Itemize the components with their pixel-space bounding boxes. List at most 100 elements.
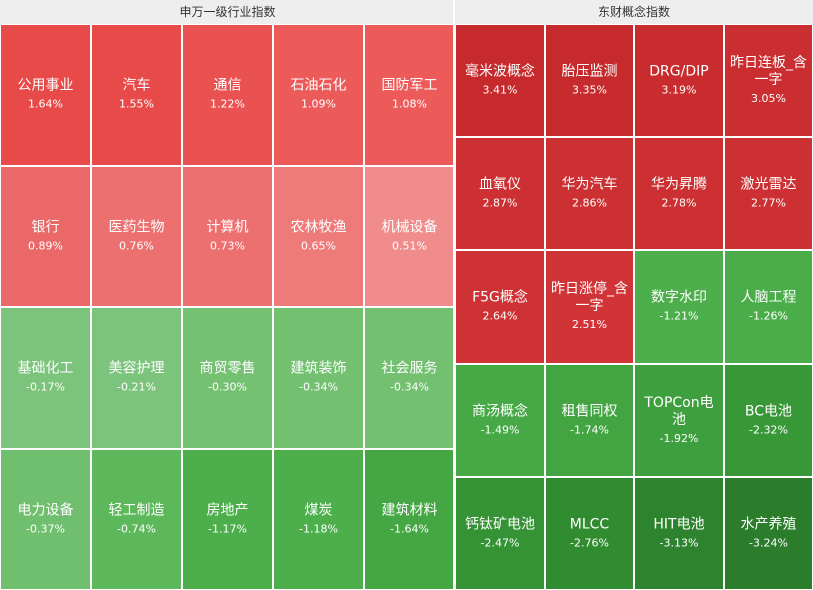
industry-tile-label: 公用事业 1.64% bbox=[1, 78, 90, 113]
industry-tile-label: 电力设备 -0.37% bbox=[1, 502, 90, 537]
concept-tile[interactable]: 昨日涨停_含一字 2.51% bbox=[545, 250, 634, 364]
industry-tile[interactable]: 美容护理 -0.21% bbox=[91, 307, 182, 449]
concept-tile-name: 昨日涨停_含一字 bbox=[551, 281, 628, 314]
concept-tile-name: HIT电池 bbox=[653, 516, 705, 532]
industry-tile-change: 1.08% bbox=[392, 97, 427, 111]
industry-tile-label: 通信 1.22% bbox=[183, 78, 272, 113]
industry-tile[interactable]: 社会服务 -0.34% bbox=[364, 307, 455, 449]
industry-tile[interactable]: 石油石化 1.09% bbox=[273, 24, 364, 166]
industry-tile-label: 房地产 -1.17% bbox=[183, 502, 272, 537]
concept-tile-change: 2.64% bbox=[482, 309, 518, 323]
industry-tile-change: -0.74% bbox=[117, 522, 156, 535]
industry-tile[interactable]: 银行 0.89% bbox=[0, 166, 91, 307]
industry-tile[interactable]: 计算机 0.73% bbox=[182, 166, 273, 307]
concept-tile-name: 毫米波概念 bbox=[465, 63, 535, 79]
concept-tile[interactable]: 昨日连板_含一字 3.05% bbox=[724, 24, 813, 137]
concept-tile-change: 2.87% bbox=[482, 196, 518, 209]
industry-tile-label: 石油石化 1.09% bbox=[274, 78, 363, 113]
industry-tile-change: 1.09% bbox=[301, 97, 336, 111]
industry-tile[interactable]: 公用事业 1.64% bbox=[0, 24, 91, 166]
concept-tile[interactable]: 商汤概念 -1.49% bbox=[455, 364, 545, 477]
concept-tile-name: 血氧仪 bbox=[479, 176, 521, 192]
concept-tile-name: 华为汽车 bbox=[561, 176, 618, 192]
concept-tile-label: HIT电池 -3.13% bbox=[635, 516, 723, 551]
industry-tile-label: 汽车 1.55% bbox=[92, 78, 181, 113]
industry-tile[interactable]: 国防军工 1.08% bbox=[364, 24, 455, 166]
concept-tile-label: 胎压监测 3.35% bbox=[546, 63, 633, 98]
concept-tile[interactable]: 租售同权 -1.74% bbox=[545, 364, 634, 477]
concept-tile[interactable]: 数字水印 -1.21% bbox=[634, 250, 724, 364]
industry-tile[interactable]: 建筑装饰 -0.34% bbox=[273, 307, 364, 449]
industry-tile-label: 机械设备 0.51% bbox=[365, 219, 454, 254]
industry-tile-change: -1.17% bbox=[208, 522, 247, 535]
concept-tile[interactable]: F5G概念 2.64% bbox=[455, 250, 545, 364]
industry-tile[interactable]: 汽车 1.55% bbox=[91, 24, 182, 166]
industry-tile-name: 农林牧渔 bbox=[290, 219, 347, 235]
concept-tile[interactable]: 水产养殖 -3.24% bbox=[724, 477, 813, 590]
concept-tile-name: 昨日连板_含一字 bbox=[730, 54, 807, 88]
industry-tile[interactable]: 电力设备 -0.37% bbox=[0, 449, 91, 590]
concept-tile[interactable]: 华为汽车 2.86% bbox=[545, 137, 634, 250]
concept-tile-name: F5G概念 bbox=[472, 289, 528, 306]
concept-tile-name: DRG/DIP bbox=[649, 63, 709, 79]
concept-tile[interactable]: HIT电池 -3.13% bbox=[634, 477, 724, 590]
concept-tile-label: 华为汽车 2.86% bbox=[546, 176, 633, 211]
industry-tile-label: 商贸零售 -0.30% bbox=[183, 361, 272, 396]
concept-tile[interactable]: 血氧仪 2.87% bbox=[455, 137, 545, 250]
concept-tile-label: MLCC -2.76% bbox=[546, 516, 633, 551]
industry-tile[interactable]: 医药生物 0.76% bbox=[91, 166, 182, 307]
concept-tile-name: 数字水印 bbox=[651, 289, 707, 306]
concept-tile[interactable]: MLCC -2.76% bbox=[545, 477, 634, 590]
concept-tile-name: 商汤概念 bbox=[472, 403, 528, 419]
concept-tile-change: 2.86% bbox=[572, 196, 607, 209]
concept-tile-name: 水产养殖 bbox=[740, 516, 797, 532]
industry-tile[interactable]: 通信 1.22% bbox=[182, 24, 273, 166]
concept-tile-label: 数字水印 -1.21% bbox=[635, 290, 723, 325]
industry-tile-label: 建筑装饰 -0.34% bbox=[274, 361, 363, 396]
industry-tile-name: 建筑装饰 bbox=[290, 360, 347, 377]
industry-tile-change: 1.64% bbox=[28, 97, 63, 111]
industry-tile-change: -0.30% bbox=[208, 380, 247, 394]
concept-tile-change: 3.35% bbox=[572, 83, 607, 96]
industry-tile[interactable]: 轻工制造 -0.74% bbox=[91, 449, 182, 590]
industry-tile-label: 医药生物 0.76% bbox=[92, 219, 181, 254]
industry-tile-change: -0.37% bbox=[26, 522, 65, 535]
industry-tile-name: 社会服务 bbox=[381, 360, 438, 377]
concept-tile-change: 3.41% bbox=[482, 83, 518, 96]
industry-tile[interactable]: 商贸零售 -0.30% bbox=[182, 307, 273, 449]
industry-tile[interactable]: 农林牧渔 0.65% bbox=[273, 166, 364, 307]
concept-tile[interactable]: 毫米波概念 3.41% bbox=[455, 24, 545, 137]
concept-tile-label: 激光雷达 2.77% bbox=[725, 176, 812, 211]
concept-tile[interactable]: 胎压监测 3.35% bbox=[545, 24, 634, 137]
concept-tile-change: 2.78% bbox=[661, 196, 697, 209]
concept-tile[interactable]: 钙钛矿电池 -2.47% bbox=[455, 477, 545, 590]
industry-tile[interactable]: 机械设备 0.51% bbox=[364, 166, 455, 307]
industry-tile[interactable]: 煤炭 -1.18% bbox=[273, 449, 364, 590]
industry-tile-name: 商贸零售 bbox=[199, 360, 256, 377]
industry-tile[interactable]: 房地产 -1.17% bbox=[182, 449, 273, 590]
panel-divider bbox=[453, 0, 456, 590]
concept-tile-label: 商汤概念 -1.49% bbox=[456, 403, 544, 438]
concept-tile-change: 3.19% bbox=[661, 83, 697, 96]
concept-tile-name: 租售同权 bbox=[561, 403, 618, 419]
concept-tile[interactable]: TOPCon电池 -1.92% bbox=[634, 364, 724, 477]
concept-tile-name: 激光雷达 bbox=[740, 176, 797, 192]
concept-tile[interactable]: 人脑工程 -1.26% bbox=[724, 250, 813, 364]
concept-tile[interactable]: DRG/DIP 3.19% bbox=[634, 24, 724, 137]
concept-tile[interactable]: 华为昇腾 2.78% bbox=[634, 137, 724, 250]
industry-tile[interactable]: 基础化工 -0.17% bbox=[0, 307, 91, 449]
concept-tile[interactable]: 激光雷达 2.77% bbox=[724, 137, 813, 250]
concept-tile-name: BC电池 bbox=[744, 403, 793, 419]
concept-index-title: 东财概念指数 bbox=[455, 0, 813, 24]
industry-tile-change: 0.89% bbox=[28, 239, 63, 252]
concept-tile-label: 水产养殖 -3.24% bbox=[725, 516, 812, 551]
industry-tile[interactable]: 建筑材料 -1.64% bbox=[364, 449, 455, 590]
industry-tile-label: 社会服务 -0.34% bbox=[365, 361, 454, 396]
concept-tile-change: -1.92% bbox=[659, 431, 699, 445]
industry-tile-name: 机械设备 bbox=[381, 219, 438, 235]
industry-tile-change: -0.34% bbox=[299, 380, 338, 394]
concept-tile-change: 2.51% bbox=[572, 318, 607, 331]
concept-tile-name: 胎压监测 bbox=[561, 63, 618, 79]
concept-tile[interactable]: BC电池 -2.32% bbox=[724, 364, 813, 477]
industry-tile-name: 煤炭 bbox=[304, 502, 333, 518]
